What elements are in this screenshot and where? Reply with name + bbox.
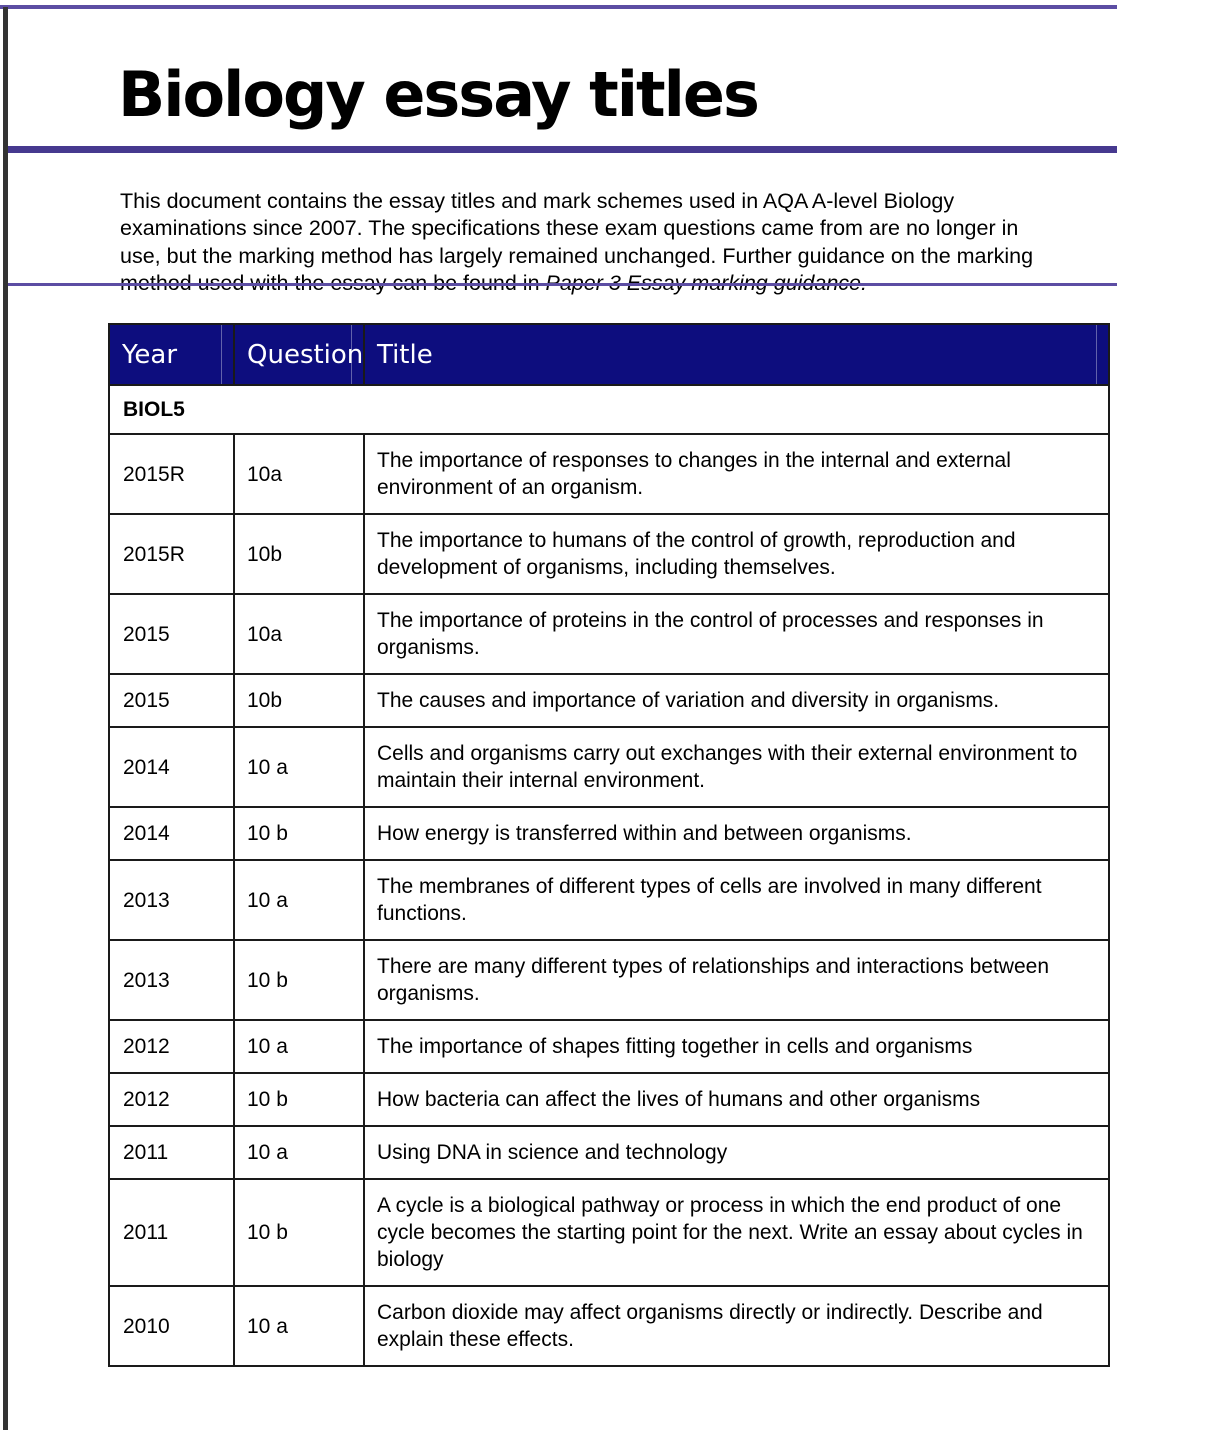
title-cell: Using DNA in science and technology <box>363 1125 1110 1180</box>
section-row: BIOL5 <box>108 384 1110 435</box>
table-row: 2015 10b The causes and importance of va… <box>108 673 1110 728</box>
title-cell: How bacteria can affect the lives of hum… <box>363 1072 1110 1127</box>
table-row: 2015 10a The importance of proteins in t… <box>108 593 1110 675</box>
question-cell: 10b <box>233 673 365 728</box>
table-row: 2011 10 b A cycle is a biological pathwa… <box>108 1178 1110 1287</box>
year-cell: 2012 <box>108 1072 235 1127</box>
question-cell: 10 a <box>233 1019 365 1074</box>
title-cell: The importance of proteins in the contro… <box>363 593 1110 675</box>
essay-titles-table: Year Question Title BIOL5 2015R 10a The … <box>108 323 1110 1367</box>
year-cell: 2012 <box>108 1019 235 1074</box>
year-cell: 2011 <box>108 1125 235 1180</box>
title-cell: The importance to humans of the control … <box>363 513 1110 595</box>
table-body: BIOL5 2015R 10a The importance of respon… <box>108 384 1110 1367</box>
year-cell: 2015R <box>108 513 235 595</box>
question-cell: 10b <box>233 513 365 595</box>
question-cell: 10 b <box>233 1178 365 1287</box>
table-row: 2013 10 a The membranes of different typ… <box>108 859 1110 941</box>
question-cell: 10a <box>233 433 365 515</box>
header-row: Year Question Title <box>108 323 1110 386</box>
table-row: 2015R 10b The importance to humans of th… <box>108 513 1110 595</box>
intro-divider-rule <box>8 283 1117 286</box>
table-row: 2015R 10a The importance of responses to… <box>108 433 1110 515</box>
table-row: 2012 10 a The importance of shapes fitti… <box>108 1019 1110 1074</box>
title-cell: The importance of responses to changes i… <box>363 433 1110 515</box>
title-cell: The importance of shapes fitting togethe… <box>363 1019 1110 1074</box>
question-cell: 10 a <box>233 1285 365 1367</box>
title-cell: Cells and organisms carry out exchanges … <box>363 726 1110 808</box>
column-header-question: Question <box>233 323 365 386</box>
title-cell: How energy is transferred within and bet… <box>363 806 1110 861</box>
column-header-title: Title <box>363 323 1110 386</box>
year-cell: 2014 <box>108 806 235 861</box>
section-label: BIOL5 <box>108 384 1110 435</box>
year-cell: 2015R <box>108 433 235 515</box>
title-cell: The membranes of different types of cell… <box>363 859 1110 941</box>
year-cell: 2013 <box>108 859 235 941</box>
year-cell: 2011 <box>108 1178 235 1287</box>
table-row: 2011 10 a Using DNA in science and techn… <box>108 1125 1110 1180</box>
title-cell: Carbon dioxide may affect organisms dire… <box>363 1285 1110 1367</box>
title-cell: A cycle is a biological pathway or proce… <box>363 1178 1110 1287</box>
table-row: 2013 10 b There are many different types… <box>108 939 1110 1021</box>
table-row: 2014 10 a Cells and organisms carry out … <box>108 726 1110 808</box>
year-cell: 2014 <box>108 726 235 808</box>
question-cell: 10 b <box>233 1072 365 1127</box>
question-cell: 10 b <box>233 939 365 1021</box>
question-cell: 10 a <box>233 1125 365 1180</box>
title-cell: There are many different types of relati… <box>363 939 1110 1021</box>
year-cell: 2010 <box>108 1285 235 1367</box>
intro-paragraph: This document contains the essay titles … <box>120 188 1120 298</box>
title-cell: The causes and importance of variation a… <box>363 673 1110 728</box>
year-cell: 2013 <box>108 939 235 1021</box>
question-cell: 10 a <box>233 726 365 808</box>
table-row: 2014 10 b How energy is transferred with… <box>108 806 1110 861</box>
question-cell: 10 b <box>233 806 365 861</box>
left-margin-bar <box>3 7 8 1430</box>
question-cell: 10a <box>233 593 365 675</box>
question-cell: 10 a <box>233 859 365 941</box>
year-cell: 2015 <box>108 593 235 675</box>
table-row: 2012 10 b How bacteria can affect the li… <box>108 1072 1110 1127</box>
year-cell: 2015 <box>108 673 235 728</box>
column-header-year: Year <box>108 323 235 386</box>
page-title: Biology essay titles <box>118 57 760 131</box>
top-rule <box>0 5 1117 9</box>
title-divider-rule <box>8 146 1117 153</box>
table-header: Year Question Title <box>108 323 1110 386</box>
table-row: 2010 10 a Carbon dioxide may affect orga… <box>108 1285 1110 1367</box>
